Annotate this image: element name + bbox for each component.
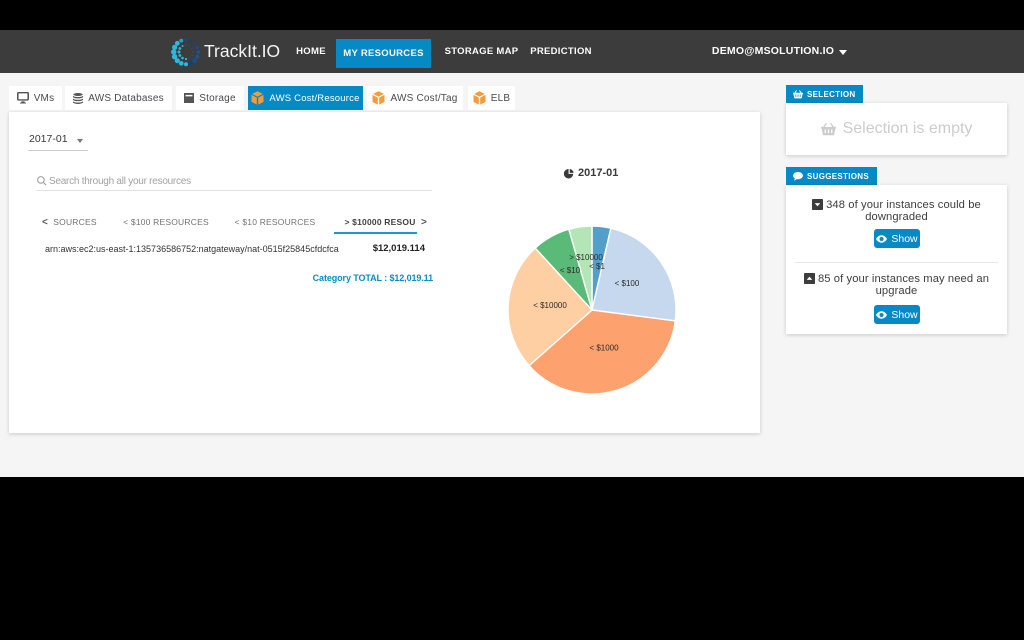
- svg-text:> $10000: > $10000: [569, 253, 603, 262]
- svg-text:< $1000: < $1000: [589, 344, 619, 353]
- svg-text:< $10000: < $10000: [533, 301, 567, 310]
- svg-text:< $100: < $100: [615, 279, 640, 288]
- svg-text:< $10: < $10: [560, 266, 581, 275]
- svg-text:< $1: < $1: [589, 262, 605, 271]
